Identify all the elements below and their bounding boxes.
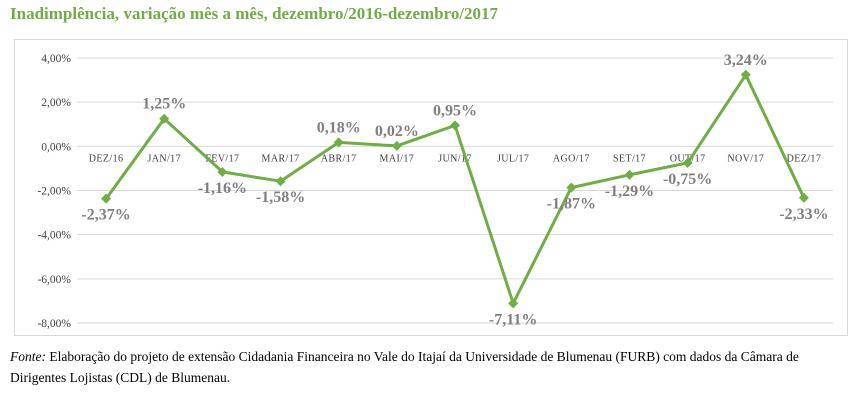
chart-title: Inadimplência, variação mês a mês, dezem… <box>10 4 499 23</box>
caption-lead: Fonte: <box>10 349 46 364</box>
x-tick-label: ABR/17 <box>321 153 357 164</box>
source-caption: Fonte: Elaboração do projeto de extensão… <box>10 346 855 388</box>
y-tick-label: -6,00% <box>37 274 71 286</box>
data-label: 0,95% <box>433 102 477 119</box>
data-point <box>566 182 577 193</box>
data-label: -2,37% <box>81 207 130 224</box>
chart-area: 4,00% 2,00% 0,00% -2,00% -4,00% -6,00% -8,00% D… <box>14 39 848 336</box>
data-point <box>798 192 809 203</box>
x-tick-label: JUL/17 <box>497 153 529 164</box>
data-point <box>740 69 751 80</box>
data-point <box>624 169 635 180</box>
line-chart: 4,00% 2,00% 0,00% -2,00% -4,00% -6,00% -8,00% D… <box>37 52 833 330</box>
data-label: -7,11% <box>489 311 537 328</box>
y-tick-label: -2,00% <box>37 186 71 198</box>
y-tick-label: -4,00% <box>37 230 71 242</box>
data-point <box>217 166 228 177</box>
data-label: -0,75% <box>663 171 712 188</box>
x-tick-label: MAI/17 <box>380 153 415 164</box>
data-point <box>508 298 519 309</box>
y-tick-label: -8,00% <box>37 318 71 330</box>
y-tick-label: 4,00% <box>41 53 71 65</box>
data-label: 1,25% <box>142 96 186 113</box>
data-point <box>682 157 693 168</box>
x-tick-label: DEZ/16 <box>89 153 124 164</box>
y-tick-label: 0,00% <box>41 141 71 153</box>
data-label: -1,16% <box>198 180 247 197</box>
x-tick-label: AGO/17 <box>553 153 590 164</box>
data-point <box>391 140 402 151</box>
data-label: -1,87% <box>547 196 596 213</box>
data-point <box>275 176 286 187</box>
x-tick-label: DEZ/17 <box>787 153 822 164</box>
x-tick-label: MAR/17 <box>262 153 300 164</box>
data-label: -2,33% <box>779 206 828 223</box>
x-tick-label: SET/17 <box>613 153 646 164</box>
x-tick-label: NOV/17 <box>727 153 764 164</box>
x-tick-label: FEV/17 <box>205 153 239 164</box>
data-point <box>450 120 460 131</box>
data-point <box>333 137 344 148</box>
x-tick-label: JUN/17 <box>438 153 472 164</box>
x-tick-label: JAN/17 <box>147 153 181 164</box>
data-label: 0,02% <box>375 123 419 140</box>
data-label: 0,18% <box>317 119 361 136</box>
data-point <box>159 113 170 124</box>
data-label: -1,58% <box>256 189 305 206</box>
caption-text: Elaboração do projeto de extensão Cidada… <box>10 349 799 385</box>
data-point <box>101 193 112 204</box>
y-tick-label: 2,00% <box>41 97 71 109</box>
data-label: -1,29% <box>605 183 654 200</box>
data-label: 3,24% <box>724 52 768 69</box>
